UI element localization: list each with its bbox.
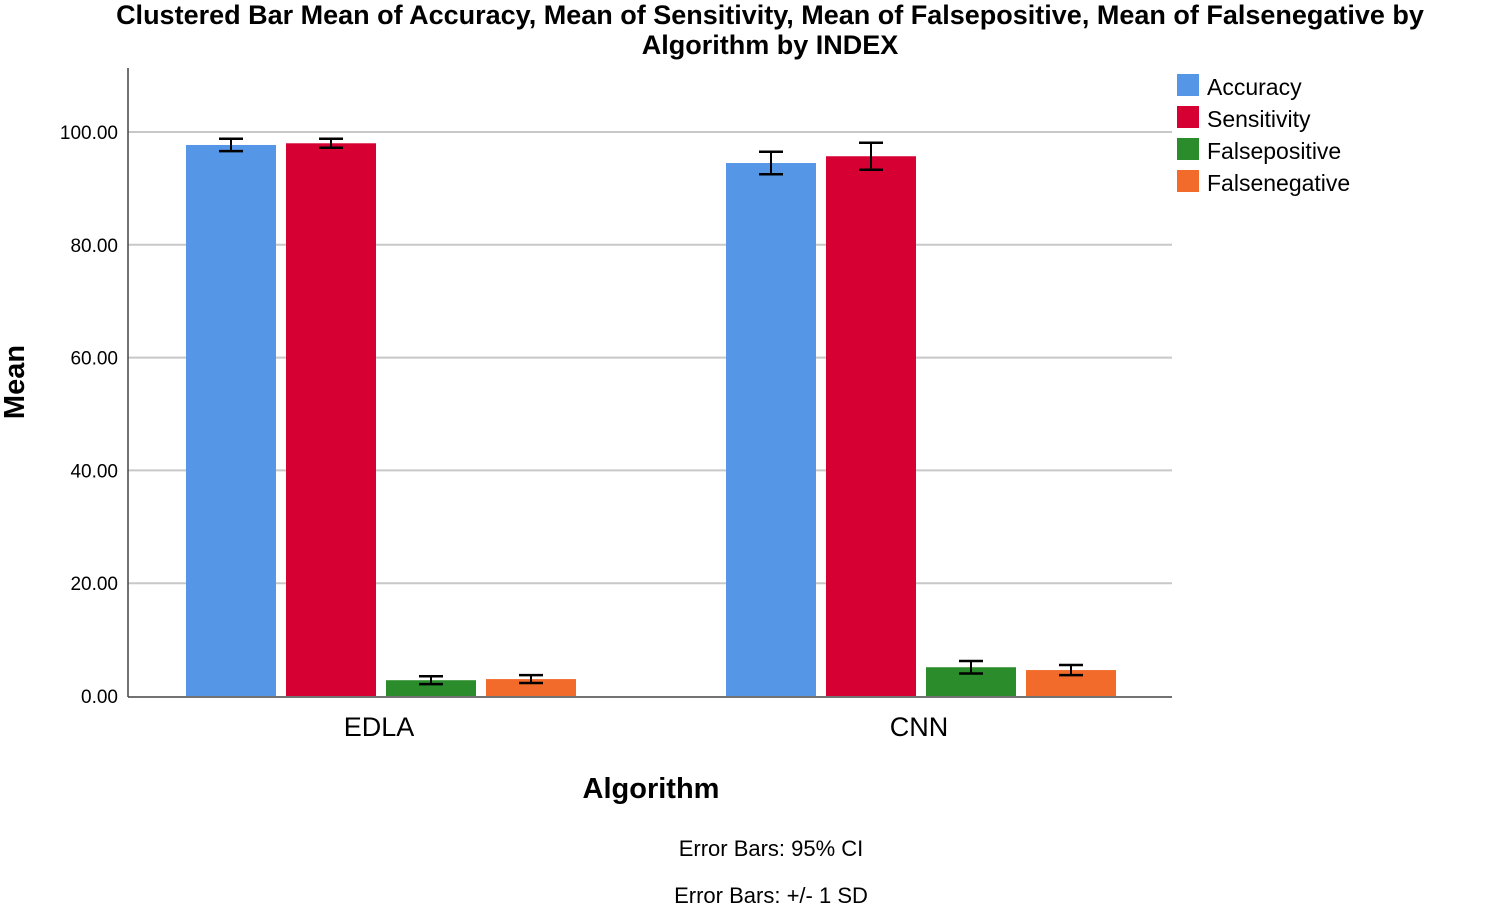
chart-title-line-1: Clustered Bar Mean of Accuracy, Mean of …	[116, 0, 1424, 30]
bar-sensitivity-edla	[286, 143, 376, 696]
bar-falsepositive-edla	[386, 680, 476, 696]
legend-swatch-falsepositive	[1177, 138, 1199, 160]
x-tick-label: CNN	[890, 712, 949, 742]
chart-title-line-2: Algorithm by INDEX	[642, 30, 899, 60]
legend-swatch-accuracy	[1177, 74, 1199, 96]
x-axis-label: Algorithm	[583, 773, 720, 805]
legend-swatch-falsenegative	[1177, 170, 1199, 192]
footnote-sd: Error Bars: +/- 1 SD	[674, 883, 868, 908]
bar-accuracy-edla	[186, 144, 276, 697]
legend-label: Falsepositive	[1207, 138, 1341, 164]
footnote-ci: Error Bars: 95% CI	[679, 836, 864, 861]
bar-sensitivity-cnn	[826, 156, 916, 696]
y-tick-label: 20.00	[70, 574, 118, 595]
legend-swatch-sensitivity	[1177, 106, 1199, 128]
bar-falsenegative-edla	[486, 679, 576, 696]
legend-label: Falsenegative	[1207, 170, 1350, 196]
legend: Accuracy Sensitivity Falsepositive Falseneg…	[1177, 74, 1350, 196]
y-tick-label: 80.00	[70, 236, 118, 257]
bar-accuracy-cnn	[726, 163, 816, 696]
y-axis-label: Mean	[0, 345, 31, 419]
y-tick-label: 0.00	[81, 687, 118, 708]
legend-label: Accuracy	[1207, 74, 1302, 100]
y-tick-label: 60.00	[70, 349, 118, 370]
y-tick-label: 100.00	[60, 123, 118, 144]
y-tick-label: 40.00	[70, 461, 118, 482]
legend-label: Sensitivity	[1207, 106, 1311, 132]
x-tick-label: EDLA	[344, 712, 415, 742]
